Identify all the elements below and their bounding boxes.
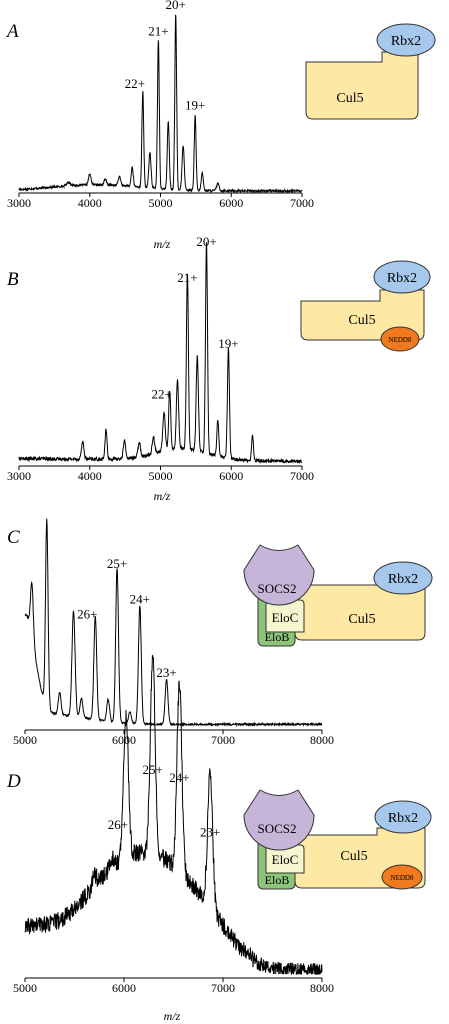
charge-state-label: 26+ xyxy=(77,607,97,622)
x-axis-label-b: m/z xyxy=(154,489,171,503)
x-tick-label: 4000 xyxy=(78,469,102,483)
x-tick-label: 6000 xyxy=(219,196,243,210)
cul5-shape xyxy=(305,51,419,120)
x-tick-label: 7000 xyxy=(290,469,314,483)
x-tick-label: 7000 xyxy=(211,981,235,995)
charge-state-label: 23+ xyxy=(200,825,220,840)
socs2-shape xyxy=(243,544,315,606)
rbx2-label: Rbx2 xyxy=(388,811,418,826)
charge-state-label: 21+ xyxy=(148,23,168,38)
rbx2-shape xyxy=(376,23,436,57)
x-axis-label-d: m/z xyxy=(164,1009,181,1023)
eloc-shape xyxy=(265,844,305,874)
nedd8-label: NEDD8 xyxy=(391,874,414,882)
x-tick-label: 5000 xyxy=(149,196,173,210)
socs2-label: SOCS2 xyxy=(257,821,296,836)
nedd8-shape xyxy=(380,326,420,352)
spectrum-trace xyxy=(18,242,303,465)
rbx2-shape xyxy=(373,260,431,294)
spectrum-trace xyxy=(24,518,323,728)
x-tick-label: 3000 xyxy=(7,469,31,483)
charge-state-label: 21+ xyxy=(177,270,197,285)
nedd8-shape xyxy=(381,864,423,890)
spectrum-panel-c: 5000 6000 7000 8000 26+ 25+ 24+ 23+ xyxy=(13,518,334,747)
spectrum-panel-a: 3000 4000 5000 6000 7000 22+ 21+ 20+ 19+ xyxy=(7,0,314,210)
charge-state-label: 19+ xyxy=(185,97,205,112)
x-tick-label: 3000 xyxy=(7,196,31,210)
cul5-label: Cul5 xyxy=(348,313,375,328)
spectrum-trace xyxy=(18,14,303,194)
x-tick-label: 6000 xyxy=(112,981,136,995)
charge-state-label: 26+ xyxy=(108,817,128,832)
charge-state-label: 19+ xyxy=(218,336,238,351)
cul5-label: Cul5 xyxy=(336,91,363,106)
eloc-label: EloC xyxy=(272,852,299,867)
x-tick-label: 5000 xyxy=(13,733,37,747)
x-tick-label: 7000 xyxy=(211,733,235,747)
x-axis-label-a: m/z xyxy=(154,237,171,251)
charge-state-label: 25+ xyxy=(107,556,127,571)
panel-letter-c: C xyxy=(7,527,20,548)
rbx2-label: Rbx2 xyxy=(388,572,418,587)
spectrum-trace xyxy=(24,654,323,975)
spectrum-panel-b: 3000 4000 5000 6000 7000 22+ 21+ 20+ 19+ xyxy=(7,234,314,483)
complex-diagram-b: Cul5 Rbx2 NEDD8 xyxy=(300,260,431,352)
panel-letter-b: B xyxy=(7,269,19,290)
x-tick-label: 8000 xyxy=(310,981,334,995)
charge-state-label: 24+ xyxy=(130,592,150,607)
x-tick-label: 7000 xyxy=(290,196,314,210)
charge-state-label: 24+ xyxy=(169,770,189,785)
rbx2-shape xyxy=(374,800,432,834)
cul5-label: Cul5 xyxy=(348,612,375,627)
charge-state-label: 23+ xyxy=(156,665,176,680)
socs2-label: SOCS2 xyxy=(257,581,296,596)
charge-state-label: 20+ xyxy=(166,0,186,12)
nedd8-label: NEDD8 xyxy=(389,336,412,344)
x-tick-label: 8000 xyxy=(310,733,334,747)
elob-label: EloB xyxy=(265,630,290,644)
charge-state-label: 22+ xyxy=(152,387,172,402)
panel-letter-a: A xyxy=(5,21,19,42)
charge-state-label: 20+ xyxy=(196,234,216,249)
complex-diagram-c: Cul5 Rbx2 EloB EloC SOCS2 xyxy=(243,544,433,647)
eloc-label: EloC xyxy=(272,610,299,625)
cul5-label: Cul5 xyxy=(340,849,367,864)
eloc-shape xyxy=(265,599,305,633)
complex-diagram-d: Cul5 Rbx2 NEDD8 EloB EloC SOCS2 xyxy=(243,789,432,890)
rbx2-label: Rbx2 xyxy=(387,271,417,286)
x-tick-label: 6000 xyxy=(219,469,243,483)
socs2-shape xyxy=(243,789,315,851)
cul5-shape xyxy=(294,577,426,641)
complex-diagram-a: Cul5 Rbx2 xyxy=(305,23,436,120)
x-tick-label: 5000 xyxy=(149,469,173,483)
x-tick-label: 5000 xyxy=(13,981,37,995)
x-tick-label: 6000 xyxy=(112,733,136,747)
charge-state-label: 25+ xyxy=(143,762,163,777)
rbx2-label: Rbx2 xyxy=(391,34,421,49)
elob-label: EloB xyxy=(265,873,290,887)
charge-state-label: 22+ xyxy=(125,76,145,91)
rbx2-shape xyxy=(373,561,433,595)
panel-letter-d: D xyxy=(6,771,21,792)
x-tick-label: 4000 xyxy=(78,196,102,210)
spectrum-panel-d: 5000 6000 7000 8000 26+ 25+ 24+ 23+ xyxy=(13,654,334,995)
